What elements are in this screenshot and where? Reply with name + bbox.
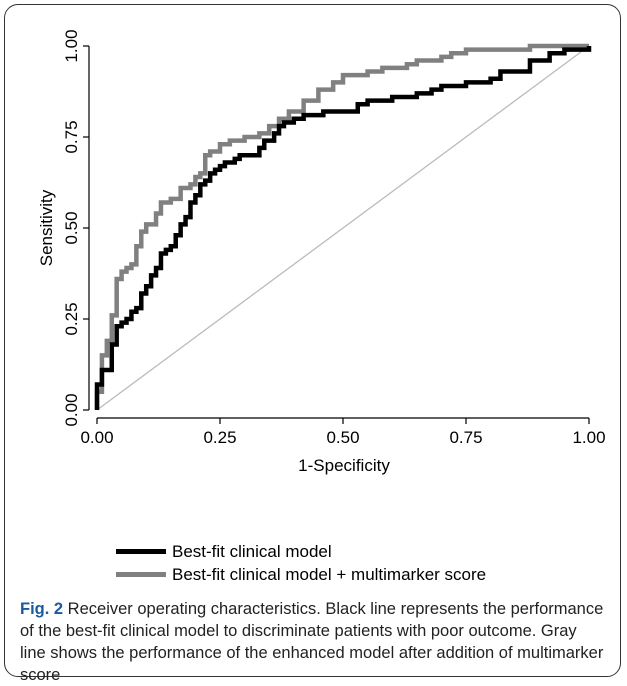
series-multimarker-line	[94, 43, 589, 410]
legend-label-multimarker: Best-fit clinical model + multimarker sc…	[172, 564, 487, 584]
legend-swatch-clinical	[116, 549, 166, 554]
roc-chart: 0.00 0.25 0.50 0.75 1.00 0.00 0.25 0.50 0.75 1.00…	[37, 29, 606, 475]
y-tick-label: 0.75	[62, 120, 81, 153]
x-tick-label: 1.00	[572, 428, 605, 447]
y-tick-label: 0.50	[62, 211, 81, 244]
legend-item-multimarker: Best-fit clinical model + multimarker sc…	[116, 563, 486, 586]
legend-label-clinical: Best-fit clinical model	[172, 541, 332, 561]
y-tick-label: 0.25	[62, 302, 81, 335]
x-axis-label: 1-Specificity	[298, 456, 390, 475]
x-tick-label: 0.00	[80, 428, 113, 447]
series-layer	[94, 43, 592, 411]
figure-frame	[4, 4, 621, 677]
x-tick-label: 0.50	[326, 428, 359, 447]
y-tick-label: 0.00	[62, 393, 81, 426]
tick-labels: 0.00 0.25 0.50 0.75 1.00 0.00 0.25 0.50 0.75 1.00	[62, 29, 606, 447]
series-clinical-line	[94, 46, 592, 410]
y-axis-label: Sensitivity	[37, 189, 56, 266]
x-tick-label: 0.75	[449, 428, 482, 447]
figure-caption: Fig. 2 Receiver operating characteristic…	[20, 598, 605, 686]
caption-text: Receiver operating characteristics. Blac…	[20, 600, 604, 684]
legend: Best-fit clinical model Best-fit clinica…	[116, 540, 486, 586]
x-tick-label: 0.25	[203, 428, 236, 447]
legend-item-clinical: Best-fit clinical model	[116, 540, 486, 563]
reference-diagonal	[96, 45, 590, 411]
y-tick-label: 1.00	[62, 29, 81, 62]
caption-lead: Fig. 2	[20, 600, 64, 618]
legend-swatch-multimarker	[116, 572, 166, 577]
